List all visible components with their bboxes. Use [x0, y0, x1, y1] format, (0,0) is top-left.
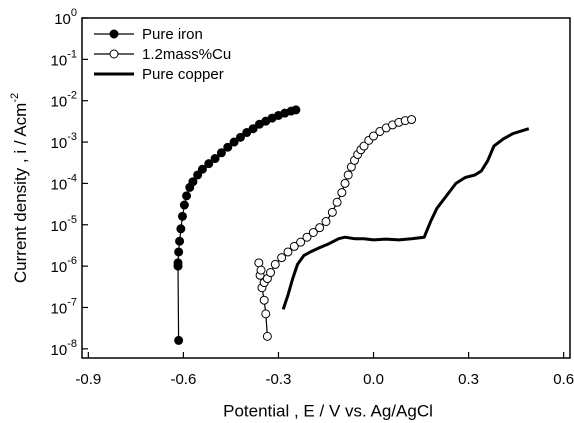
y-tick-label: 10-5 [51, 214, 77, 235]
data-point [321, 216, 331, 226]
y-tick-label: 10-2 [51, 90, 77, 111]
data-point [256, 265, 266, 275]
data-point [176, 224, 186, 234]
legend-label: 1.2mass%Cu [142, 46, 231, 63]
y-tick-label: 10-3 [51, 131, 77, 152]
data-point [289, 241, 299, 251]
series-line [281, 127, 530, 310]
data-point [340, 178, 350, 188]
data-point [337, 188, 347, 198]
data-point [315, 223, 325, 233]
data-point [229, 137, 239, 147]
data-point [369, 131, 379, 141]
data-point [259, 295, 269, 305]
data-point [182, 191, 192, 201]
data-point [174, 335, 184, 345]
legend-marker [109, 29, 119, 39]
legend-marker [109, 49, 119, 59]
data-point [308, 228, 318, 238]
data-point [223, 142, 233, 152]
data-point [179, 200, 189, 210]
data-point [261, 309, 271, 319]
plot-frame [81, 17, 571, 359]
data-point [254, 258, 264, 268]
data-point [173, 258, 183, 268]
x-tick-label: -0.9 [75, 371, 101, 388]
data-point [188, 177, 198, 187]
data-point [210, 154, 220, 164]
y-tick-label: 10-7 [51, 296, 77, 317]
data-point [197, 164, 207, 174]
data-point [262, 331, 272, 341]
data-point [266, 268, 276, 278]
data-point [177, 211, 187, 221]
data-point [343, 170, 353, 180]
data-point [270, 259, 280, 269]
data-point [283, 247, 293, 257]
data-point [291, 105, 301, 115]
legend-label: Pure iron [142, 26, 203, 43]
data-point [216, 148, 226, 158]
x-tick-label: 0.6 [553, 371, 574, 388]
data-point [235, 132, 245, 142]
x-axis-title: Potential , E / V vs. Ag/AgCl [223, 401, 433, 420]
data-point [204, 159, 214, 169]
y-tick-label: 10-1 [51, 48, 77, 69]
series-line [258, 119, 412, 337]
y-tick-label: 10-4 [51, 172, 77, 193]
x-tick-label: -0.3 [266, 371, 292, 388]
y-tick-label: 10-8 [51, 338, 77, 359]
y-axis-title: Current density , i / Acm-2 [9, 93, 31, 283]
data-point [359, 141, 369, 151]
data-point [277, 253, 287, 263]
data-point [296, 237, 306, 247]
data-point [174, 247, 184, 257]
data-point [193, 170, 203, 180]
y-tick-label: 100 [54, 7, 77, 28]
x-tick-label: 0.3 [458, 371, 479, 388]
x-tick-label: -0.6 [170, 371, 196, 388]
legend-label: Pure copper [142, 66, 224, 83]
data-point [407, 115, 417, 125]
data-point [248, 124, 258, 134]
data-point [327, 207, 337, 217]
data-point [175, 236, 185, 246]
data-point [332, 197, 342, 207]
y-tick-label: 10-6 [51, 255, 77, 276]
data-point [302, 232, 312, 242]
x-tick-label: 0.0 [363, 371, 384, 388]
